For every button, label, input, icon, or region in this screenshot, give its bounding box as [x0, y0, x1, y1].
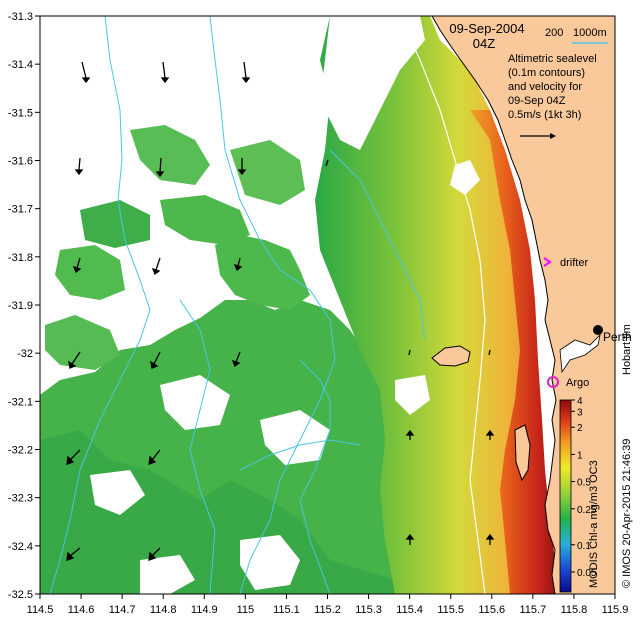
x-tick-label: 115.6 [478, 604, 505, 616]
x-tick-label: 114.9 [191, 604, 218, 616]
scale-bar: 200 1000m [545, 27, 608, 44]
colorbar: 43 2 1 0.5 0.25 0.1 0.05 [559, 396, 597, 593]
sealevel-contours [49, 16, 426, 594]
colorbar-tick-label: 3 [577, 407, 583, 418]
velocity-arrows [66, 61, 495, 561]
colorbar-tick-label: 0.1 [577, 541, 591, 552]
time-label: 04Z [473, 36, 495, 51]
colorbar-tick-label: 2 [577, 423, 583, 434]
x-tick-label: 114.8 [150, 604, 177, 616]
colorbar-tick-label: 4 [577, 396, 583, 407]
argo-marker: Argo [547, 376, 589, 389]
x-tick-label: 114.7 [109, 604, 136, 616]
colorbar-tick-label: 1 [577, 450, 583, 461]
x-tick-label: 115 [237, 604, 255, 616]
perth-dot-icon [593, 325, 603, 335]
shelf-cloud-gaps [320, 16, 480, 415]
y-tick-label: -32.3 [8, 493, 33, 505]
drifter-marker: drifter [543, 257, 588, 269]
x-tick-label: 115.2 [314, 604, 341, 616]
legend-line-4: 09-Sep 04Z [508, 95, 566, 107]
x-tick-label: 115.3 [355, 604, 382, 616]
legend-line-1: Altimetric sealevel [508, 53, 597, 65]
legend-note: Altimetric sealevel (0.1m contours) and … [508, 53, 597, 139]
legend-line-3: and velocity for [508, 81, 582, 93]
y-tick-label: -31.7 [8, 204, 33, 216]
y-tick-label: -31.3 [8, 11, 33, 23]
x-axis: 114.5 114.6 114.7 114.8 114.9 115 115.1 115.2 11… [27, 594, 629, 616]
y-tick-label: -31.8 [8, 252, 33, 264]
legend-line-2: (0.1m contours) [508, 67, 585, 79]
x-tick-label: 114.6 [68, 604, 95, 616]
scale-label-200: 200 [545, 27, 563, 39]
y-tick-label: -31.6 [8, 156, 33, 168]
credit-label: © IMOS 20-Apr-2015 21:46:39 [621, 439, 633, 588]
perth-marker: Perth [593, 325, 632, 344]
y-axis: -31.3 -31.4 -31.5 -31.6 -31.7 -31.8 -31.9 -32 -3… [8, 11, 40, 601]
drifter-label: drifter [560, 257, 588, 269]
drifter-chevron-icon [543, 257, 552, 267]
y-tick-label: -32.1 [8, 396, 33, 408]
x-tick-label: 115.7 [519, 604, 546, 616]
argo-circle-icon [547, 376, 559, 388]
x-tick-label: 115.9 [602, 604, 629, 616]
legend-arrow-head [550, 133, 556, 139]
scale-label-1000m: 1000m [573, 27, 607, 39]
date-label: 09-Sep-2004 [449, 21, 524, 36]
argo-label: Argo [566, 377, 589, 389]
colorbar-tick-label: 0.5 [577, 478, 591, 489]
y-tick-label: -32.2 [8, 445, 33, 457]
x-tick-label: 115.5 [437, 604, 464, 616]
colorbar-tick-label: 0.25 [577, 505, 597, 516]
y-tick-label: -32.5 [8, 589, 33, 601]
y-tick-label: -31.9 [8, 300, 33, 312]
y-tick-label: -31.4 [8, 59, 33, 71]
x-tick-label: 114.5 [27, 604, 54, 616]
hobart-label: Hobart tim [621, 324, 633, 375]
x-tick-label: 115.4 [396, 604, 423, 616]
perth-label: Perth [603, 330, 632, 344]
cloud-gaps [40, 16, 330, 594]
rottnest-island [431, 345, 471, 367]
y-tick-label: -32.4 [8, 541, 33, 553]
colorbar-ticks: 43 2 1 0.5 0.25 0.1 0.05 [571, 396, 597, 579]
colorbar-gradient [559, 399, 572, 593]
x-tick-label: 115.8 [561, 604, 588, 616]
y-tick-label: -31.5 [8, 107, 33, 119]
x-tick-label: 115.1 [273, 604, 300, 616]
swan-river [559, 333, 601, 374]
legend-line-5: 0.5m/s (1kt 3h) [508, 109, 581, 121]
shelf-contours [399, 16, 486, 594]
nearshore-chlorophyll-band [470, 110, 560, 594]
colorbar-title: MODIS Chl-a mg/m3 OC3 [588, 460, 600, 588]
garden-island [514, 424, 531, 482]
colorbar-tick-label: 0.05 [577, 568, 597, 579]
y-tick-label: -32 [17, 348, 33, 360]
